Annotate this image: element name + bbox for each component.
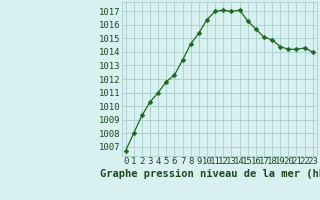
X-axis label: Graphe pression niveau de la mer (hPa): Graphe pression niveau de la mer (hPa) [100, 169, 320, 179]
